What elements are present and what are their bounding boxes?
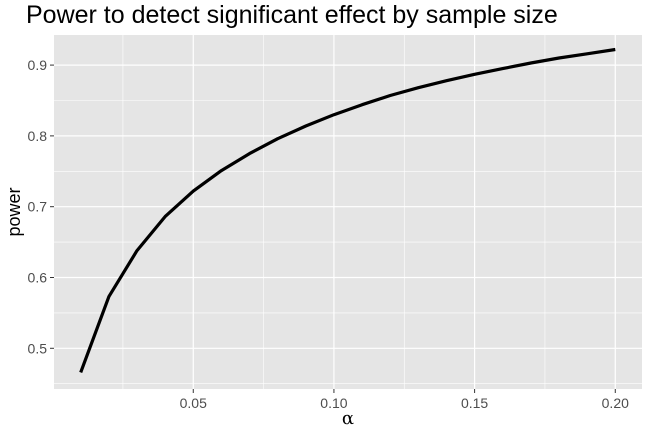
x-axis: 0.05 0.10 0.15 0.20 [180,389,629,411]
x-axis-title: α [342,408,354,429]
y-tick-label: 0.8 [28,128,48,144]
x-tick-label: 0.15 [461,395,488,411]
x-tick-label: 0.10 [320,395,347,411]
series-line [79,47,616,373]
chart-title: Power to detect significant effect by sa… [26,1,558,29]
x-tick-label: 0.05 [180,395,207,411]
y-tick-label: 0.7 [28,199,48,215]
minor-gridlines [54,35,642,389]
series-layer [79,47,616,373]
y-tick-label: 0.5 [28,340,48,356]
y-axis: 0.5 0.6 0.7 0.8 0.9 [28,57,54,356]
major-gridlines [54,35,642,389]
y-tick-label: 0.9 [28,57,48,73]
plot-panel [54,35,642,389]
y-axis-title: power [4,187,24,236]
x-tick-label: 0.20 [602,395,629,411]
y-tick-label: 0.6 [28,269,48,285]
